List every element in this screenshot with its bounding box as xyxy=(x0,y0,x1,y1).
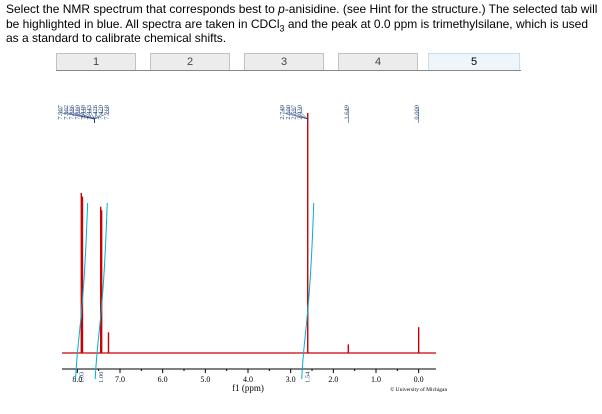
x-tick-label: 6.0 xyxy=(158,375,168,384)
x-tick-label: 5.0 xyxy=(200,375,210,384)
question-subscript: 3 xyxy=(279,22,285,33)
peak-label-aromatic: 7.426 xyxy=(92,104,99,119)
x-tick-label: 2.0 xyxy=(328,375,338,384)
x-tick-label: 8.0 xyxy=(72,375,82,384)
peak-label-methyl: 2.430 xyxy=(296,105,303,120)
integral-curve xyxy=(75,202,89,380)
peak-label-methyl: 2.600 xyxy=(285,105,292,120)
integral-label: 1.54 xyxy=(305,371,312,383)
x-tick-label: 0.0 xyxy=(414,375,424,384)
x-tick-label: 7.0 xyxy=(115,375,125,384)
integral-label: 1.03 xyxy=(79,372,86,383)
tab-1[interactable]: 1 xyxy=(56,53,136,71)
x-axis-label: f1 (ppm) xyxy=(232,383,264,393)
tab-1-label: 1 xyxy=(92,56,100,68)
peak-label-aromatic: 7.448 xyxy=(80,105,87,120)
peak-label-methyl: 2.597 xyxy=(291,104,298,119)
peak-label-aromatic: 7.886 xyxy=(69,104,76,119)
question-italic: p xyxy=(278,2,285,16)
nmr-spectrum: 8.0 7.0 6.0 5.0 4.0 3.0 2.0 1.0 0.0 f1 (ppm) © Uni… xyxy=(57,104,448,393)
x-tick-label: 3.0 xyxy=(286,375,296,384)
peak-label-aromatic: 7.420 xyxy=(98,105,105,120)
integral-curve xyxy=(94,202,108,380)
tabs-baseline xyxy=(56,70,521,71)
question-part2: -anisidine. (see Hint for the structure.… xyxy=(6,2,598,31)
tab-4[interactable]: 4 xyxy=(338,53,418,71)
question-text: Select the NMR spectrum that corresponds… xyxy=(6,2,600,46)
peak-label-methyl: 2.749 xyxy=(279,105,286,120)
x-tick-label: 1.0 xyxy=(371,375,381,384)
integral-label: 1.00 xyxy=(98,372,105,383)
peak-label-aromatic-leader xyxy=(94,107,109,123)
peak-label-aromatic: 7.268 xyxy=(103,105,110,120)
x-tick-label: 4.0 xyxy=(243,375,253,384)
tab-2-label: 2 xyxy=(186,56,194,68)
peak-label-aromatic: 7.443 xyxy=(86,105,93,120)
tab-2[interactable]: 2 xyxy=(150,53,230,71)
peak-label-aromatic: 7.902 xyxy=(63,105,70,120)
peak-label-tms: 0.000 xyxy=(414,105,421,120)
question-part1: Select the NMR spectrum that corresponds… xyxy=(6,2,279,16)
watermark-text: © University of Michigan xyxy=(390,386,447,393)
integral-curve xyxy=(301,202,315,380)
question-part3: and the peak at 0.0 ppm is trimethylsila… xyxy=(6,16,589,46)
peak-label-aromatic: 7.907 xyxy=(57,104,64,119)
tab-3[interactable]: 3 xyxy=(244,53,324,71)
peak-label-1649: 1.649 xyxy=(343,105,350,120)
peak-label-aromatic: 7.880 xyxy=(74,105,81,120)
tab-4-label: 4 xyxy=(374,56,382,68)
spectrum-tabs: 1 2 3 4 5 xyxy=(56,53,520,71)
tab-5-label: 5 xyxy=(470,56,478,68)
peak-label-methyl-leader xyxy=(301,107,308,123)
tab-5[interactable]: 5 xyxy=(428,53,520,71)
tab-3-label: 3 xyxy=(280,56,288,68)
